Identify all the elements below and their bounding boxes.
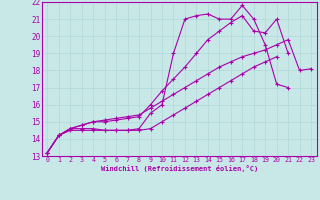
X-axis label: Windchill (Refroidissement éolien,°C): Windchill (Refroidissement éolien,°C) <box>100 165 258 172</box>
